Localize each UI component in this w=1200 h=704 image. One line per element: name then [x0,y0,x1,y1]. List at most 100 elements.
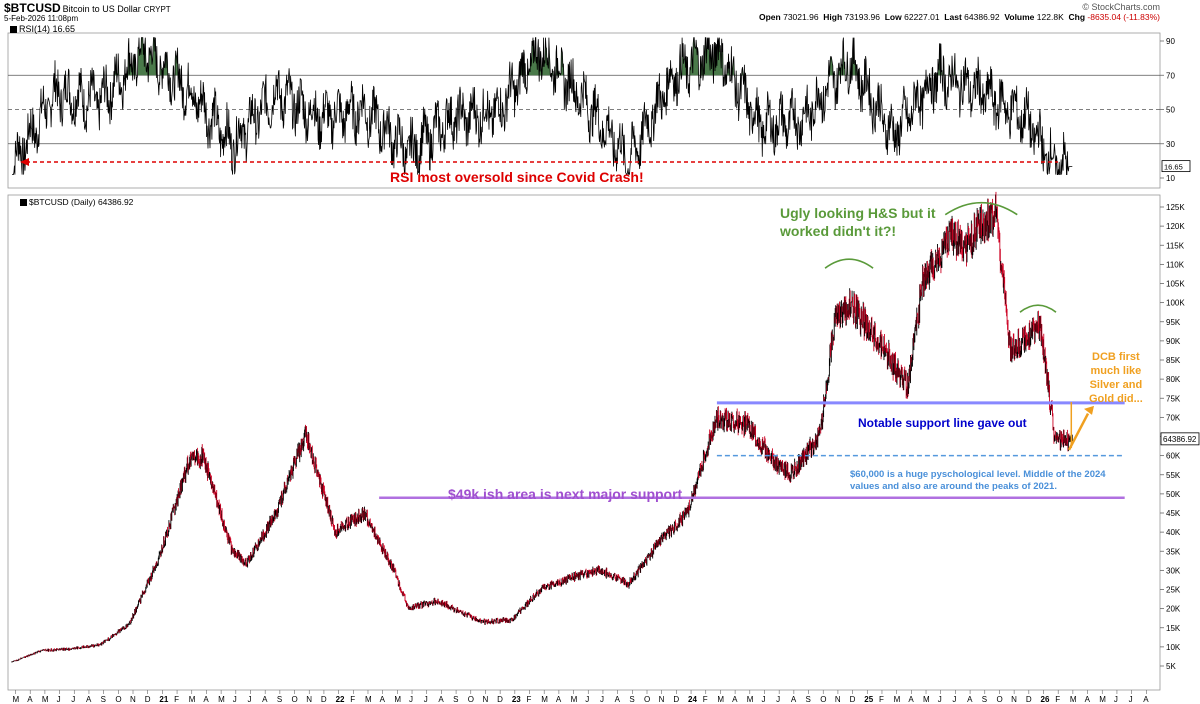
x-tick-label: A [86,695,92,704]
open-value: 73021.96 [783,12,819,22]
dcb-line2: much like [1090,365,1142,377]
x-tick-label: M [394,695,401,704]
x-tick-label: 24 [688,695,697,704]
price-y-tick-label: 25K [1166,586,1181,595]
x-tick-label: M [42,695,49,704]
x-tick-label: O [996,695,1002,704]
price-y-tick-label: 40K [1166,528,1181,537]
rsi-oversold-annotation: RSI most oversold since Covid Crash! [390,169,644,185]
dcb-annotation: DCB first much like Silver and Gold did... [1089,350,1143,406]
x-tick-label: O [292,695,298,704]
x-tick-label: 22 [336,695,345,704]
x-tick-label: A [791,695,797,704]
exchange-label: CRYPT [143,5,171,14]
x-tick-label: S [982,695,987,704]
x-tick-label: M [747,695,754,704]
price-candles [11,191,1073,663]
x-tick-label: J [938,695,942,704]
quote-bar: Open 73021.96 High 73193.96 Low 62227.01… [759,12,1160,22]
x-tick-label: J [952,695,956,704]
chg-label: Chg [1068,12,1086,22]
rsi-panel-frame [7,32,1161,189]
price-y-tick-label: 70K [1166,413,1181,422]
rsi-y-tick-label: 10 [1166,174,1175,183]
price-y-tick-label: 10K [1166,643,1181,652]
price-y-tick-label: 15K [1166,624,1181,633]
dcb-line4: Gold did... [1089,393,1143,405]
x-tick-label: N [482,695,488,704]
x-tick-label: F [1055,695,1060,704]
x-tick-label: J [71,695,75,704]
x-tick-label: D [497,695,503,704]
stockcharts-logo: © StockCharts.com [1082,2,1160,12]
x-tick-label: 23 [512,695,521,704]
price-y-tick-label: 60K [1166,452,1181,461]
x-tick-label: N [130,695,136,704]
x-tick-label: S [629,695,634,704]
x-tick-label: N [1011,695,1017,704]
x-tick-label: S [277,695,282,704]
hs-annotation: Ugly looking H&S but it worked didn't it?… [780,204,936,240]
volume-value: 122.8K [1036,12,1064,22]
x-tick-label: O [115,695,121,704]
last-value: 64386.92 [964,12,1000,22]
last-label: Last [944,12,962,22]
last-price-box [1160,432,1200,446]
hs-head-arc [944,201,1018,216]
x-tick-label: A [27,695,33,704]
price-y-tick-label: 5K [1166,662,1176,671]
main-panel-label: $BTCUSD (Daily) 64386.92 [20,197,133,207]
rsi-line [12,37,1073,176]
x-tick-label: N [659,695,665,704]
high-value: 73193.96 [844,12,880,22]
x-tick-label: J [585,695,589,704]
x-tick-label: A [203,695,209,704]
support-gave-out-annotation: Notable support line gave out [858,416,1027,430]
x-tick-label: J [1129,695,1133,704]
price-y-tick-label: 125K [1166,203,1185,212]
rsi-oversold-arrow-head [20,158,29,166]
x-tick-label: J [424,695,428,704]
rsi-y-tick-label: 30 [1166,140,1175,149]
low-label: Low [884,12,902,22]
x-tick-label: F [174,695,179,704]
high-label: High [823,12,843,22]
support-49k-annotation: $49k ish area is next major support [448,486,683,502]
x-tick-label: J [761,695,765,704]
x-tick-label: F [350,695,355,704]
x-tick-label: M [571,695,578,704]
hs-right-shoulder-arc [1019,304,1057,313]
dcb-line3: Silver and [1089,379,1143,391]
x-tick-label: M [1099,695,1106,704]
dcb-line1: DCB first [1092,351,1140,363]
price-y-tick-label: 50K [1166,490,1181,499]
x-tick-label: A [908,695,914,704]
x-tick-label: F [527,695,532,704]
x-tick-label: O [820,695,826,704]
price-y-tick-label: 20K [1166,605,1181,614]
psych-level-annotation: $60,000 is a huge pyschological level. M… [850,469,1106,493]
symbol-title: $BTCUSD Bitcoin to US Dollar CRYPT [4,1,171,15]
x-tick-label: A [262,695,268,704]
x-tick-label: M [894,695,901,704]
x-tick-label: A [1085,695,1091,704]
psych-line2: values and also are around the peaks of … [850,481,1057,492]
x-tick-label: 21 [159,695,168,704]
x-tick-label: J [247,695,251,704]
x-tick-label: M [923,695,930,704]
x-tick-label: A [438,695,444,704]
x-tick-label: 26 [1041,695,1050,704]
x-tick-label: D [1026,695,1032,704]
x-tick-label: D [145,695,151,704]
x-tick-label: D [850,695,856,704]
x-tick-label: J [1114,695,1118,704]
dcb-arrow-head [1084,405,1094,415]
price-y-tick-label: 30K [1166,566,1181,575]
x-tick-label: M [1070,695,1077,704]
price-y-tick-label: 120K [1166,222,1185,231]
open-label: Open [758,12,781,22]
x-tick-label: J [600,695,604,704]
x-tick-label: M [365,695,372,704]
hs-annotation-line1: Ugly looking H&S but it [780,205,936,221]
